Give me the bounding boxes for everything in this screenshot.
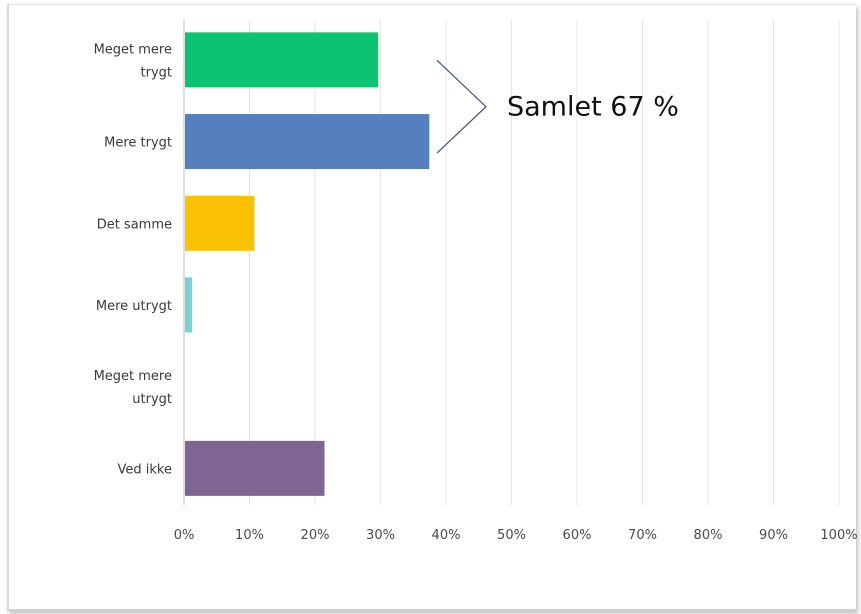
tick-label: 20% [301, 528, 330, 543]
category-label: Mere trygt [104, 136, 172, 151]
bar [185, 277, 193, 333]
tick-label: 70% [628, 528, 657, 543]
gridlines [183, 20, 840, 505]
category-label: Ved ikke [118, 462, 172, 477]
tick-label: 80% [694, 528, 723, 543]
tick-label: 60% [563, 528, 592, 543]
category-label: trygt [141, 65, 172, 80]
tick-label: 100% [820, 528, 857, 543]
tick-label: 40% [432, 528, 461, 543]
bar [185, 114, 430, 170]
category-label: Det samme [97, 217, 172, 232]
bars [185, 32, 430, 496]
tick-label: 0% [174, 528, 195, 543]
tick-label: 90% [759, 528, 788, 543]
bar [185, 32, 379, 88]
tick-label: 30% [366, 528, 395, 543]
callout-label: Samlet 67 % [507, 92, 679, 123]
bar [185, 440, 325, 496]
category-label: Meget mere [94, 42, 172, 57]
category-label: Meget mere [94, 369, 172, 384]
category-label: Mere utrygt [96, 299, 172, 314]
chart-card [7, 4, 856, 611]
tick-labels: 0% 10% 20% 30% 40% 50% 60% 70% 80% 90% 100% [174, 528, 858, 543]
tick-label: 10% [235, 528, 264, 543]
category-labels: Meget mere trygt Mere trygt Det samme Mere u… [94, 42, 172, 477]
callout-bracket [436, 59, 487, 154]
tick-label: 50% [497, 528, 526, 543]
callout: Samlet 67 % [436, 59, 679, 154]
category-label: utrygt [132, 392, 172, 407]
bar [185, 195, 255, 251]
